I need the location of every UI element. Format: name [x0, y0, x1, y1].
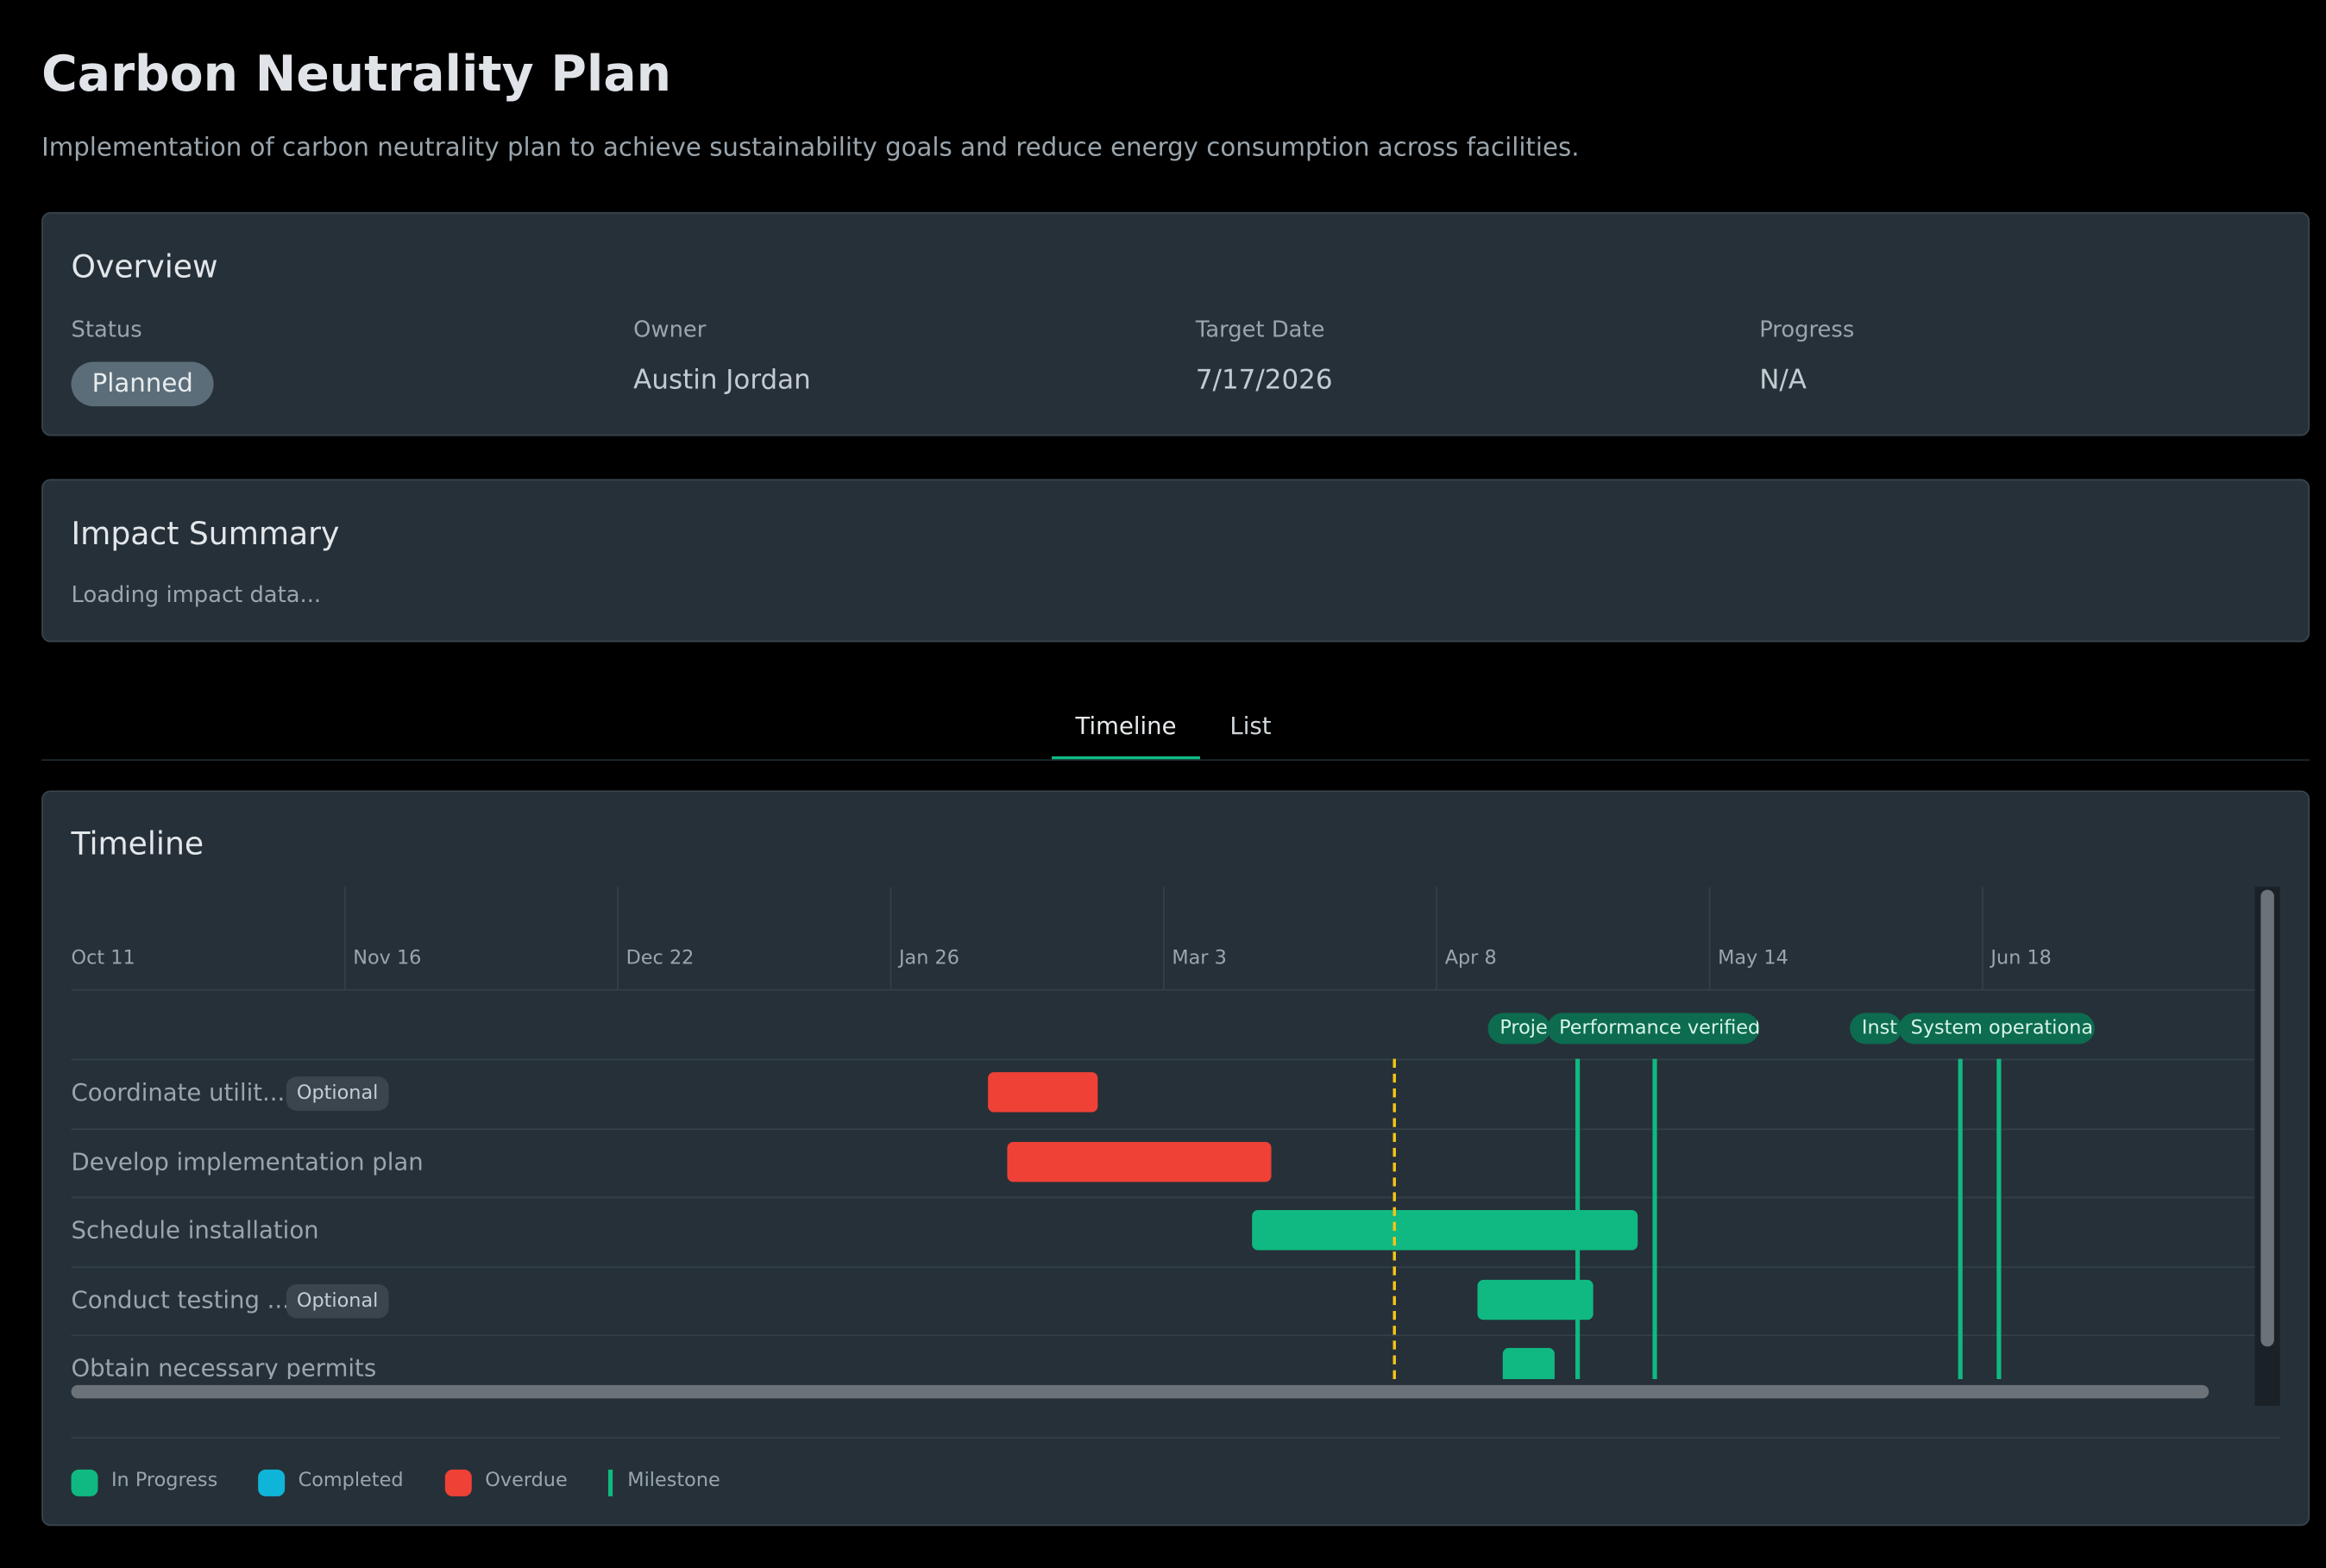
grid-line — [617, 887, 619, 989]
legend-swatch — [607, 1469, 613, 1496]
date-label: Dec 22 — [626, 947, 695, 970]
milestone-label[interactable]: Performance verified — [1547, 1013, 1760, 1044]
legend-swatch — [444, 1469, 472, 1496]
legend-swatch — [71, 1469, 98, 1496]
milestone-line — [1996, 1058, 2002, 1380]
task-bar[interactable] — [1007, 1141, 1272, 1182]
grid-line — [343, 887, 346, 989]
legend-divider — [71, 1437, 2280, 1439]
milestone-label[interactable]: Proje — [1487, 1013, 1550, 1044]
tab-divider — [41, 759, 2310, 762]
date-label: May 14 — [1718, 947, 1789, 970]
row-line — [71, 1127, 2255, 1130]
card-title: Timeline — [71, 825, 204, 862]
date-label: Jun 18 — [1990, 947, 2052, 970]
row-line — [71, 1196, 2255, 1199]
overview-card: Overview Status Planned Owner Austin Jordan… — [41, 211, 2310, 436]
task-bar[interactable] — [1477, 1279, 1594, 1320]
vertical-scrollbar[interactable] — [2260, 889, 2274, 1347]
field-value: N/A — [1759, 364, 1807, 397]
date-label: Oct 11 — [71, 947, 135, 970]
task-name: Develop implementation plan — [71, 1146, 424, 1176]
task-bar[interactable] — [1502, 1347, 1555, 1380]
legend-swatch — [258, 1469, 286, 1496]
grid-line — [1982, 887, 1983, 989]
card-title: Overview — [71, 248, 218, 285]
field-label: Status — [71, 316, 142, 343]
field-label: Target Date — [1195, 316, 1325, 343]
date-label: Jan 26 — [898, 947, 959, 970]
legend-label: In Progress — [110, 1469, 218, 1492]
row-line — [71, 1265, 2255, 1268]
field-value: Austin Jordan — [633, 364, 811, 397]
milestone-label[interactable]: System operational — [1898, 1013, 2095, 1044]
date-label: Nov 16 — [353, 947, 422, 970]
tab-indicator — [1052, 756, 1200, 760]
grid-line — [1436, 887, 1438, 989]
task-name: Obtain necessary permits — [71, 1353, 377, 1380]
gantt-body: Coordinate utilit... Optional Develop impl… — [71, 1058, 2255, 1380]
page-description: Implementation of carbon neutrality plan… — [41, 133, 1580, 164]
status-badge: Planned — [71, 361, 214, 407]
legend-label: Completed — [298, 1469, 404, 1492]
tab[interactable]: List — [1229, 712, 1272, 740]
task-name: Schedule installation — [71, 1215, 319, 1245]
milestone-label[interactable]: Inst — [1850, 1013, 1902, 1044]
grid-line — [1708, 887, 1711, 989]
grid-line — [1163, 887, 1165, 989]
task-name: Coordinate utilit... — [71, 1078, 286, 1107]
milestone-line — [1575, 1058, 1581, 1380]
legend-label: Overdue — [485, 1469, 568, 1492]
field-label: Progress — [1759, 316, 1855, 343]
milestone-line — [1652, 1058, 1657, 1380]
optional-badge: Optional — [286, 1076, 389, 1111]
task-bar[interactable] — [988, 1072, 1098, 1113]
field-label: Owner — [633, 316, 707, 343]
task-bar[interactable] — [1252, 1210, 1638, 1251]
today-line — [1392, 1058, 1396, 1380]
loading-text: Loading impact data... — [71, 581, 322, 608]
tab[interactable]: Timeline — [1075, 712, 1177, 740]
milestone-line — [1958, 1058, 1963, 1380]
legend-label: Milestone — [627, 1469, 720, 1492]
task-name: Conduct testing ... — [71, 1284, 290, 1314]
row-line — [71, 1058, 2255, 1061]
header-line — [71, 988, 2255, 991]
page-title: Carbon Neutrality Plan — [41, 44, 672, 103]
date-label: Apr 8 — [1444, 947, 1497, 970]
date-label: Mar 3 — [1172, 947, 1227, 970]
impact-card: Impact Summary Loading impact data... — [41, 479, 2310, 643]
field-value: 7/17/2026 — [1195, 364, 1333, 397]
card-title: Impact Summary — [71, 516, 340, 552]
grid-line — [890, 887, 892, 989]
optional-badge: Optional — [286, 1283, 389, 1318]
horizontal-scrollbar[interactable] — [71, 1384, 2210, 1399]
row-line — [71, 1334, 2255, 1337]
